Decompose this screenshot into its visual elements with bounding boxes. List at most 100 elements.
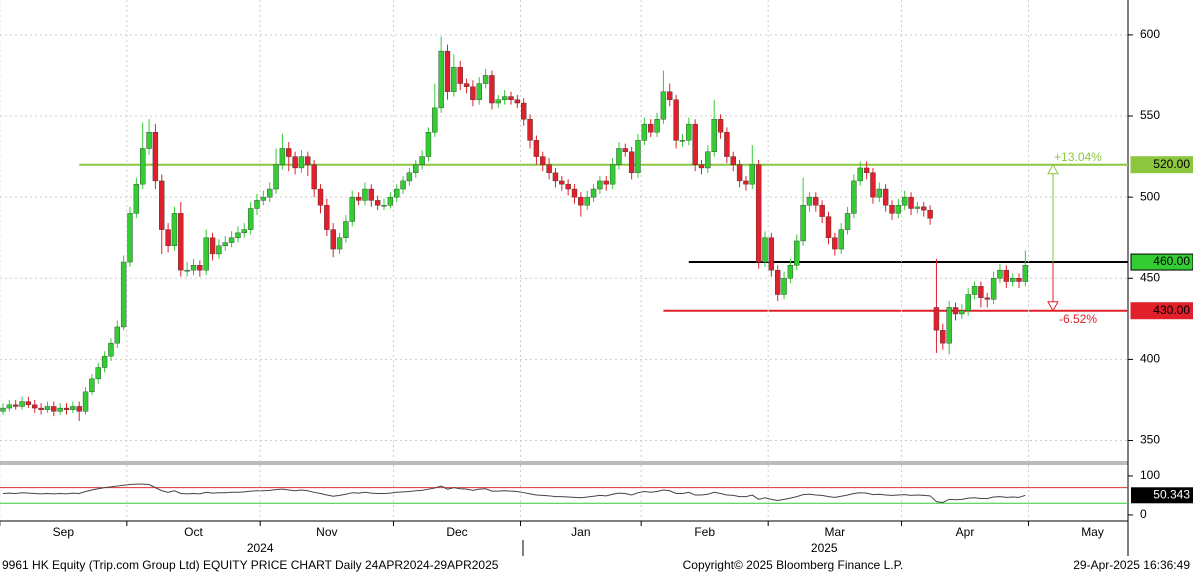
candle-body	[1009, 278, 1016, 282]
x-tick-label: Sep	[53, 525, 75, 539]
candle-body	[882, 188, 889, 206]
candle-body	[228, 237, 235, 243]
candle-body	[114, 326, 121, 344]
candle-body	[19, 401, 25, 407]
candle-body	[209, 237, 216, 255]
candle-body	[413, 164, 419, 174]
candle-body	[641, 123, 648, 141]
x-tick-label: Feb	[694, 525, 715, 539]
candle-body	[559, 180, 565, 185]
candle-body	[165, 229, 171, 247]
candle-body	[203, 237, 209, 271]
level-label: 430.00	[1153, 303, 1190, 317]
candle-body	[190, 265, 197, 271]
candle-body	[336, 237, 343, 250]
last-value-box	[1131, 487, 1193, 504]
candle-body	[806, 196, 813, 206]
candle-body	[292, 156, 298, 169]
candle-body	[667, 91, 673, 100]
change-label: -6.52%	[1059, 312, 1097, 326]
candle-body	[679, 140, 686, 142]
candle-body	[127, 213, 133, 263]
year-label: 2025	[811, 541, 838, 555]
candle-body	[546, 164, 552, 174]
candle-body	[705, 151, 711, 169]
y-tick-label: 0	[1140, 507, 1147, 521]
candle-body	[870, 172, 876, 198]
candle-body	[44, 406, 51, 410]
candle-body	[1016, 278, 1022, 282]
candle-body	[571, 188, 578, 198]
candle-body	[374, 200, 381, 206]
candle-body	[552, 172, 559, 182]
candle-body	[273, 164, 279, 190]
candle-body	[432, 107, 438, 133]
candle-body	[0, 407, 6, 412]
candle-body	[241, 229, 248, 234]
candle-body	[781, 278, 787, 295]
y-tick-label: 100	[1140, 468, 1160, 482]
candle-body	[305, 156, 311, 165]
x-tick-label: Oct	[184, 525, 203, 539]
candle-body	[914, 206, 921, 209]
candle-body	[1022, 265, 1029, 282]
candle-body	[152, 132, 159, 182]
candle-body	[444, 50, 451, 92]
candle-body	[952, 307, 959, 315]
candle-body	[222, 242, 228, 247]
candle-body	[521, 102, 527, 120]
candle-body	[902, 196, 908, 206]
x-tick-label: Mar	[825, 525, 846, 539]
candle-body	[120, 261, 127, 328]
candle-body	[489, 75, 495, 104]
year-label: 2024	[247, 541, 274, 555]
candle-body	[279, 148, 286, 165]
candle-body	[876, 188, 882, 198]
candle-body	[698, 164, 705, 169]
candle-body	[387, 196, 394, 206]
candle-body	[317, 188, 324, 206]
candle-body	[514, 99, 521, 104]
candle-body	[635, 140, 641, 174]
candle-body	[178, 213, 184, 271]
candle-body	[476, 83, 482, 100]
candle-body	[768, 237, 775, 271]
candle-body	[819, 205, 825, 217]
candle-body	[832, 237, 838, 250]
candle-body	[825, 216, 832, 238]
candle-body	[32, 404, 38, 409]
candle-body	[755, 164, 762, 263]
change-arrow-head	[1047, 301, 1059, 312]
panel-divider	[0, 461, 1128, 465]
candle-body	[171, 213, 178, 247]
rsi-line	[2, 483, 1026, 503]
candle-body	[787, 265, 794, 279]
candle-body	[743, 180, 749, 185]
y-tick-label: 600	[1140, 27, 1160, 41]
candle-body	[628, 151, 635, 174]
candle-body	[616, 148, 622, 165]
candle-body	[25, 401, 32, 406]
candle-body	[324, 205, 330, 230]
candle-body	[997, 269, 1003, 279]
candle-body	[711, 119, 717, 152]
candle-body	[800, 205, 806, 242]
candle-body	[381, 205, 387, 207]
x-tick-label: Dec	[446, 525, 467, 539]
x-tick-label: May	[1081, 525, 1104, 539]
x-tick-label: Apr	[956, 525, 975, 539]
candle-body	[394, 188, 400, 198]
candle-body	[51, 406, 57, 412]
candle-body	[38, 407, 44, 410]
footer-right: 29-Apr-2025 16:36:49	[1073, 558, 1190, 572]
candle-body	[921, 206, 927, 211]
candle-body	[311, 164, 317, 190]
footer-center: Copyright© 2025 Bloomberg Finance L.P.	[683, 558, 904, 572]
candle-body	[971, 286, 978, 295]
candle-body	[851, 180, 857, 214]
y-tick-label: 450	[1140, 270, 1160, 284]
candle-body	[133, 183, 140, 214]
candle-body	[267, 188, 273, 198]
candle-body	[533, 140, 540, 157]
